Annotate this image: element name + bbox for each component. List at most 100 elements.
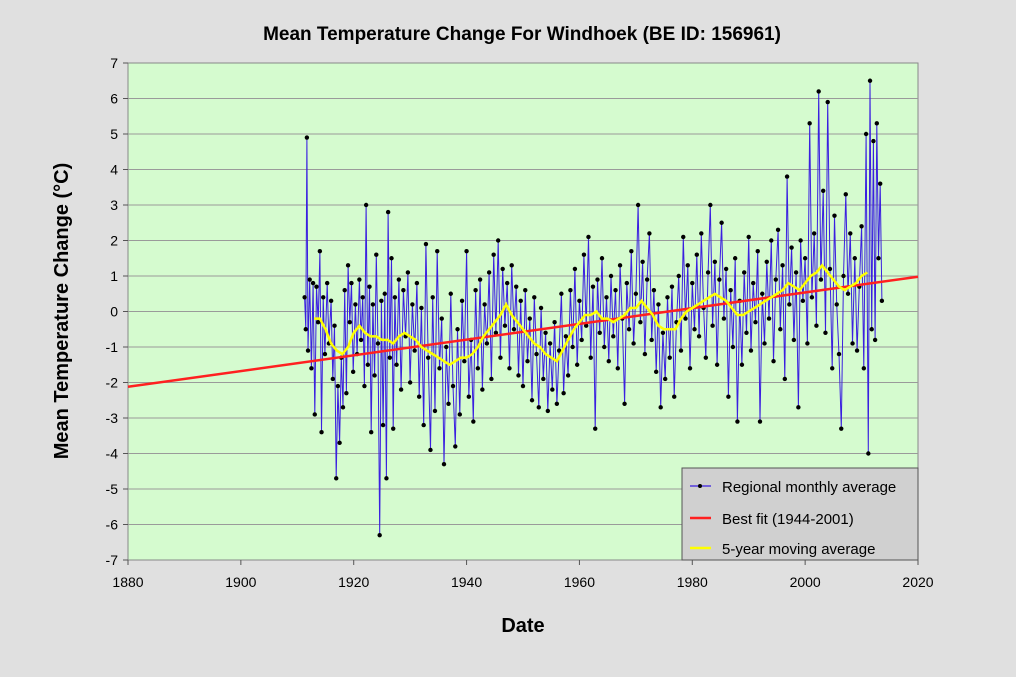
monthly-data-point — [839, 426, 844, 431]
monthly-data-point — [859, 224, 864, 229]
monthly-data-point — [344, 390, 349, 396]
monthly-data-point — [588, 355, 593, 360]
y-tick-label: 6 — [110, 91, 118, 107]
monthly-data-point — [647, 231, 652, 236]
monthly-data-point — [710, 323, 715, 328]
monthly-data-point — [547, 341, 553, 346]
monthly-data-point — [672, 394, 677, 399]
monthly-data-point — [854, 348, 860, 353]
monthly-data-point — [358, 337, 364, 343]
monthly-data-point — [407, 380, 413, 385]
monthly-data-point — [631, 341, 636, 346]
y-tick-label: -7 — [106, 552, 119, 568]
monthly-data-point — [342, 288, 347, 293]
monthly-data-point — [419, 305, 424, 311]
monthly-data-point — [529, 398, 535, 403]
monthly-data-point — [714, 362, 720, 367]
monthly-data-point — [606, 359, 611, 364]
monthly-data-point — [423, 241, 429, 247]
monthly-data-point — [337, 440, 342, 446]
monthly-data-point — [450, 383, 456, 389]
monthly-data-point — [384, 476, 389, 481]
monthly-data-point — [681, 234, 686, 240]
legend-monthly-marker — [698, 484, 702, 488]
monthly-data-point — [543, 330, 548, 335]
y-axis-label: Mean Temperature Change (°C) — [51, 163, 73, 460]
monthly-data-point — [663, 376, 668, 382]
x-tick-label: 1940 — [451, 574, 482, 590]
monthly-data-point — [703, 355, 709, 360]
y-axis: -7 -6 -5 -4 -3 -2 -1 0 1 2 3 4 5 6 7 — [106, 55, 128, 568]
monthly-data-point — [863, 131, 869, 137]
monthly-data-point — [310, 280, 316, 286]
monthly-data-point — [744, 330, 749, 335]
monthly-data-point — [683, 316, 688, 321]
monthly-data-point — [597, 330, 602, 335]
x-tick-label: 1920 — [338, 574, 369, 590]
monthly-data-point — [867, 78, 873, 83]
monthly-data-point — [825, 99, 830, 105]
chart-title: Mean Temperature Change For Windhoek (BE… — [263, 24, 781, 45]
monthly-data-point — [353, 302, 358, 307]
monthly-data-point — [477, 277, 483, 282]
monthly-data-point — [611, 334, 616, 339]
monthly-data-point — [565, 373, 571, 378]
monthly-data-point — [874, 121, 880, 126]
legend: Regional monthly average Best fit (1944-… — [681, 467, 919, 561]
monthly-data-point — [735, 419, 740, 424]
monthly-data-point — [363, 202, 369, 208]
monthly-data-point — [498, 355, 503, 360]
monthly-data-point — [586, 234, 591, 240]
monthly-data-point — [687, 366, 693, 371]
monthly-data-point — [755, 248, 760, 254]
monthly-data-point — [830, 366, 835, 371]
monthly-data-point — [520, 383, 526, 389]
monthly-data-point — [493, 330, 499, 335]
monthly-data-point — [635, 202, 641, 208]
monthly-data-point — [841, 273, 846, 279]
monthly-data-point — [471, 419, 476, 424]
monthly-data-point — [732, 256, 738, 261]
monthly-data-point — [330, 376, 336, 382]
monthly-data-point — [312, 412, 317, 417]
monthly-data-point — [836, 351, 842, 357]
monthly-data-point — [507, 366, 512, 371]
monthly-data-point — [570, 344, 575, 350]
monthly-data-point — [559, 291, 564, 296]
monthly-data-point — [852, 256, 857, 261]
monthly-data-point — [414, 280, 420, 286]
monthly-data-point — [448, 291, 453, 296]
monthly-data-point — [365, 362, 371, 367]
monthly-data-point — [489, 376, 494, 382]
monthly-data-point — [705, 270, 711, 275]
monthly-data-point — [764, 259, 769, 264]
monthly-data-point — [629, 248, 634, 254]
monthly-data-point — [561, 390, 566, 396]
x-tick-label: 2000 — [790, 574, 821, 590]
monthly-data-point — [347, 319, 352, 325]
y-tick-label: -2 — [106, 375, 119, 391]
monthly-data-point — [579, 337, 584, 343]
monthly-data-point — [572, 266, 578, 272]
monthly-data-point — [653, 369, 659, 375]
monthly-data-point — [527, 316, 532, 321]
monthly-data-point — [726, 394, 731, 399]
monthly-data-point — [753, 319, 758, 325]
monthly-data-point — [638, 319, 643, 325]
monthly-data-point — [439, 316, 444, 321]
monthly-data-point — [850, 341, 855, 346]
monthly-data-point — [514, 284, 519, 289]
x-tick-label: 2020 — [902, 574, 933, 590]
monthly-data-point — [793, 270, 799, 275]
monthly-data-point — [676, 273, 681, 279]
monthly-data-point — [771, 359, 776, 364]
y-tick-label: -6 — [106, 517, 119, 533]
monthly-data-point — [394, 362, 399, 367]
monthly-data-point — [685, 263, 690, 268]
monthly-data-point — [656, 302, 661, 307]
monthly-data-point — [475, 366, 481, 371]
y-tick-label: 2 — [110, 233, 118, 249]
monthly-data-point — [739, 362, 745, 367]
legend-monthly: Regional monthly average — [722, 479, 896, 496]
monthly-data-point — [640, 259, 645, 264]
